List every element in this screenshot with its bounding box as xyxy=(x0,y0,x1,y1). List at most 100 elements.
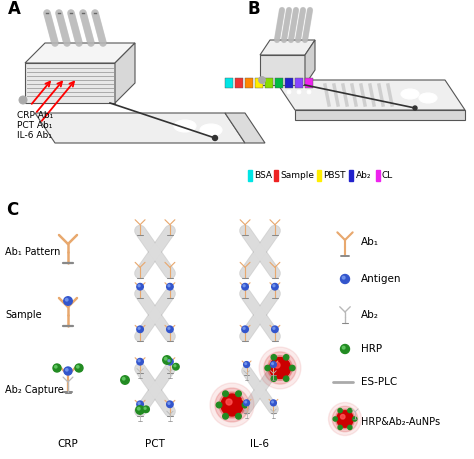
Circle shape xyxy=(258,77,265,84)
Text: CRP: CRP xyxy=(58,439,78,449)
Circle shape xyxy=(75,364,83,372)
Circle shape xyxy=(267,90,271,94)
Text: CRP Ab₁: CRP Ab₁ xyxy=(17,111,53,120)
Circle shape xyxy=(137,358,143,365)
Circle shape xyxy=(271,362,276,368)
Circle shape xyxy=(273,285,275,287)
Polygon shape xyxy=(225,113,265,143)
Circle shape xyxy=(216,402,222,408)
Circle shape xyxy=(272,401,273,403)
Circle shape xyxy=(168,360,170,362)
Circle shape xyxy=(137,401,143,408)
Circle shape xyxy=(64,297,72,305)
Circle shape xyxy=(348,425,352,430)
Text: CL: CL xyxy=(382,172,393,180)
Polygon shape xyxy=(260,40,315,55)
Circle shape xyxy=(340,414,345,419)
Circle shape xyxy=(332,406,358,432)
Circle shape xyxy=(271,376,276,381)
Circle shape xyxy=(227,90,231,94)
Bar xyxy=(376,170,380,181)
Circle shape xyxy=(19,96,27,104)
Circle shape xyxy=(340,274,349,284)
Circle shape xyxy=(271,400,276,406)
Circle shape xyxy=(338,409,342,413)
Circle shape xyxy=(307,90,311,94)
Text: HRP&Ab₂-AuNPs: HRP&Ab₂-AuNPs xyxy=(361,417,440,427)
Text: Antigen: Antigen xyxy=(361,274,401,284)
Circle shape xyxy=(215,388,249,422)
Circle shape xyxy=(353,417,357,421)
Circle shape xyxy=(243,285,245,287)
Text: Ab₂: Ab₂ xyxy=(361,310,379,320)
Polygon shape xyxy=(25,43,135,63)
Polygon shape xyxy=(115,43,135,103)
Circle shape xyxy=(138,285,140,287)
Circle shape xyxy=(136,406,144,414)
Text: IL-6 Ab₁: IL-6 Ab₁ xyxy=(17,131,52,140)
Circle shape xyxy=(337,411,353,427)
Circle shape xyxy=(65,369,68,371)
Circle shape xyxy=(137,326,143,333)
Bar xyxy=(349,170,354,181)
Circle shape xyxy=(137,284,143,290)
Circle shape xyxy=(164,358,167,360)
Text: PCT: PCT xyxy=(145,439,165,449)
Ellipse shape xyxy=(401,89,419,99)
Circle shape xyxy=(122,377,125,380)
Bar xyxy=(285,78,293,88)
Circle shape xyxy=(257,90,261,94)
Polygon shape xyxy=(25,63,115,103)
Text: PBST: PBST xyxy=(323,172,346,180)
Circle shape xyxy=(264,352,296,384)
Circle shape xyxy=(55,366,57,368)
Circle shape xyxy=(243,327,245,329)
Circle shape xyxy=(259,347,301,389)
Circle shape xyxy=(237,90,241,94)
Circle shape xyxy=(245,363,246,364)
Circle shape xyxy=(53,364,61,372)
Circle shape xyxy=(226,399,232,405)
Circle shape xyxy=(333,417,337,421)
Circle shape xyxy=(244,362,249,368)
Ellipse shape xyxy=(200,124,222,136)
Circle shape xyxy=(168,285,170,287)
Bar xyxy=(235,78,243,88)
Text: Ab₂ Capture: Ab₂ Capture xyxy=(5,385,64,395)
Circle shape xyxy=(236,414,241,419)
Ellipse shape xyxy=(419,93,437,103)
Circle shape xyxy=(273,327,275,329)
Text: BSA: BSA xyxy=(254,172,272,180)
Text: Sample: Sample xyxy=(281,172,315,180)
Circle shape xyxy=(242,284,248,290)
Circle shape xyxy=(173,364,179,370)
Text: PCT Ab₁: PCT Ab₁ xyxy=(17,121,52,130)
Circle shape xyxy=(168,403,170,404)
Circle shape xyxy=(236,391,241,397)
Circle shape xyxy=(138,360,140,362)
Circle shape xyxy=(342,346,345,349)
Circle shape xyxy=(338,425,342,430)
Text: Sample: Sample xyxy=(5,310,42,320)
Circle shape xyxy=(244,400,249,406)
Circle shape xyxy=(270,358,291,379)
Polygon shape xyxy=(260,55,305,85)
Bar xyxy=(305,78,313,88)
Circle shape xyxy=(138,403,140,404)
Text: HRP: HRP xyxy=(361,344,382,354)
Circle shape xyxy=(144,407,146,409)
Circle shape xyxy=(297,90,301,94)
Circle shape xyxy=(290,365,295,371)
Circle shape xyxy=(335,409,355,429)
Text: C: C xyxy=(6,201,18,219)
Circle shape xyxy=(265,365,270,371)
Bar xyxy=(275,78,283,88)
Circle shape xyxy=(138,327,140,329)
Circle shape xyxy=(137,408,140,410)
Polygon shape xyxy=(295,110,465,120)
Circle shape xyxy=(348,409,352,413)
Text: Ab₂: Ab₂ xyxy=(356,172,371,180)
Circle shape xyxy=(277,90,281,94)
Circle shape xyxy=(342,276,345,279)
Circle shape xyxy=(167,326,173,333)
